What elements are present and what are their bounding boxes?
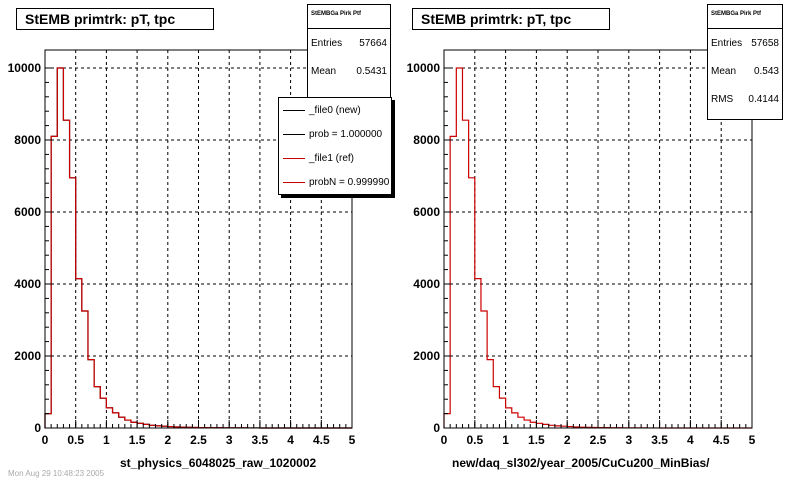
x-tick-label: 0.5 [67,433,84,447]
legend-label: _file0 (new) [309,104,361,116]
x-tick-label: 2 [564,433,571,447]
left-stats-row: Entries 57664 [308,29,390,57]
x-tick-label: 5 [749,433,756,447]
left-stats-box: StEMBGa Pirk Ptf Entries 57664 Mean 0.54… [307,4,391,98]
x-tick-label: 0.5 [466,433,483,447]
left-stats-row: Mean 0.5431 [308,57,390,85]
right-stats-row: Mean 0.543 [708,57,782,85]
y-tick-label: 0 [433,421,440,435]
right-stats-label: RMS [711,93,734,105]
right-stats-label: Mean [711,65,737,77]
right-stats-value: 0.4144 [748,93,779,105]
y-tick-label: 2000 [14,349,41,363]
x-tick-label: 4.5 [313,433,330,447]
right-plot-title: StEMB primtrk: pT, tpc [412,8,610,30]
y-tick-label: 8000 [14,133,41,147]
y-tick-label: 10000 [407,61,441,75]
right-stats-box: StEMBGa Pirk Ptf Entries 57658 Mean 0.54… [707,4,783,120]
left-stats-name: StEMBGa Pirk Ptf [308,5,390,29]
x-tick-label: 1.5 [129,433,146,447]
left-stats-value: 57664 [359,37,387,49]
y-tick-label: 0 [34,421,41,435]
x-tick-label: 4.5 [713,433,730,447]
left-plot-title-text: StEMB primtrk: pT, tpc [25,11,176,27]
legend-line-icon [283,157,305,159]
timestamp-footer: Mon Aug 29 10:48:23 2005 [8,469,105,478]
x-tick-label: 3.5 [252,433,269,447]
y-tick-label: 8000 [413,133,440,147]
y-tick-label: 4000 [14,277,41,291]
x-tick-label: 3 [625,433,632,447]
right-x-axis-label: new/daq_sl302/year_2005/CuCu200_MinBias/ [452,456,710,470]
legend-entry: _file1 (ref) [279,146,391,170]
left-x-axis-label: st_physics_6048025_raw_1020002 [120,456,317,470]
x-tick-label: 1 [502,433,509,447]
legend-label: prob = 1.000000 [309,128,383,140]
legend-entry: prob = 1.000000 [279,122,391,146]
right-stats-name: StEMBGa Pirk Ptf [708,5,782,29]
left-legend: _file0 (new) prob = 1.000000 _file1 (ref… [278,97,392,195]
right-plot-area: 0 0.5 1 1.5 2 2.5 3 3.5 4 4.5 5 0 2000 4000 6000 8000 10… [407,49,756,447]
left-stats-label: Entries [311,37,343,49]
right-stats-value: 0.543 [753,65,779,77]
y-tick-label: 6000 [413,205,440,219]
y-tick-label: 6000 [14,205,41,219]
left-stats-label: Mean [311,65,337,77]
x-tick-label: 0 [441,433,448,447]
y-tick-label: 2000 [413,349,440,363]
x-tick-label: 2 [164,433,171,447]
x-tick-label: 4 [287,433,294,447]
x-tick-label: 3.5 [651,433,668,447]
legend-label: _file1 (ref) [309,152,355,164]
x-tick-label: 2.5 [590,433,607,447]
right-plot-title-text: StEMB primtrk: pT, tpc [421,11,572,27]
x-tick-label: 1.5 [528,433,545,447]
x-tick-label: 1 [103,433,110,447]
y-tick-label: 10000 [8,61,42,75]
left-stats-value: 0.5431 [356,65,387,77]
legend-label: probN = 0.999990 [309,176,390,188]
x-tick-label: 3 [226,433,233,447]
x-tick-label: 0 [42,433,49,447]
x-tick-label: 5 [349,433,356,447]
legend-entry: probN = 0.999990 [279,170,391,194]
left-plot-title: StEMB primtrk: pT, tpc [16,8,214,30]
legend-entry: _file0 (new) [279,98,391,122]
x-tick-label: 4 [687,433,694,447]
y-tick-label: 4000 [413,277,440,291]
right-stats-row: Entries 57658 [708,29,782,57]
legend-line-icon [283,133,305,135]
right-stats-row: RMS 0.4144 [708,85,782,113]
legend-line-icon [283,181,305,183]
legend-line-icon [283,109,305,111]
right-stats-value: 57658 [751,37,779,49]
right-stats-label: Entries [711,37,743,49]
left-plot-area: 0 0.5 1 1.5 2 2.5 3 3.5 4 4.5 5 0 2000 4000 6000 8000 10… [8,49,356,447]
x-tick-label: 2.5 [190,433,207,447]
